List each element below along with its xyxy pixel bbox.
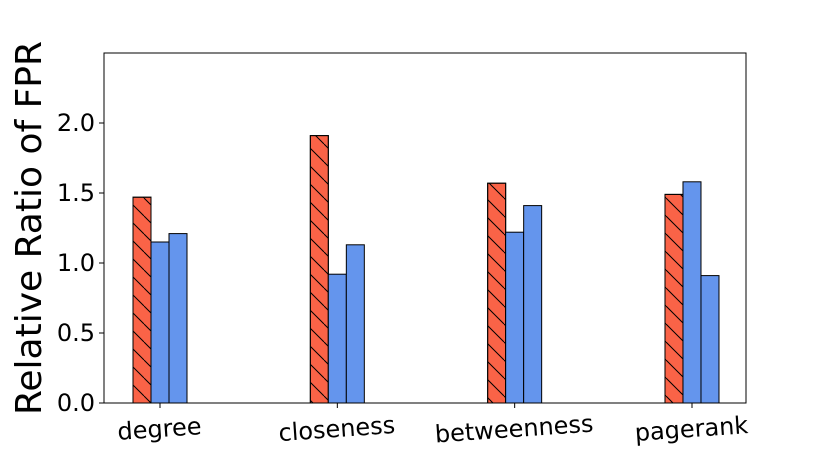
- bar-hatch-betweenness-series-1: [487, 182, 507, 404]
- y-axis: 0.0 0.5 1.0 1.5 2.0: [57, 109, 104, 417]
- bar-closeness-series-2: [327, 273, 347, 404]
- x-tick-label-degree: degree: [117, 412, 203, 446]
- bar-betweenness-series-2: [505, 231, 525, 404]
- y-axis-label: Relative Ratio of FPR: [9, 41, 50, 415]
- bar-hatch-closeness-series-1: [309, 135, 329, 404]
- bar-pagerank-series-3: [700, 275, 720, 404]
- y-tick-label-1.0: 1.0: [57, 249, 95, 277]
- x-tick-label-closeness: closeness: [278, 411, 396, 447]
- bar-degree-series-3: [168, 233, 188, 404]
- x-tick-label-pagerank: pagerank: [634, 411, 749, 447]
- y-tick-label-0.0: 0.0: [57, 389, 95, 417]
- bar-betweenness-series-3: [523, 205, 543, 404]
- x-tick-label-betweenness: betweenness: [434, 410, 594, 449]
- y-tick-label-0.5: 0.5: [57, 319, 95, 347]
- bar-closeness-series-3: [345, 244, 365, 404]
- x-axis: degree closeness betweenness pagerank: [117, 403, 749, 449]
- bar-pagerank-series-2: [682, 181, 702, 404]
- bar-hatch-pagerank-series-1: [664, 193, 684, 404]
- plot-area-frame: [103, 52, 747, 404]
- bar-degree-series-2: [150, 241, 170, 404]
- bars-layer: [132, 135, 720, 404]
- y-tick-label-2.0: 2.0: [57, 109, 95, 137]
- y-tick-label-1.5: 1.5: [57, 179, 95, 207]
- bar-hatch-degree-series-1: [132, 196, 152, 404]
